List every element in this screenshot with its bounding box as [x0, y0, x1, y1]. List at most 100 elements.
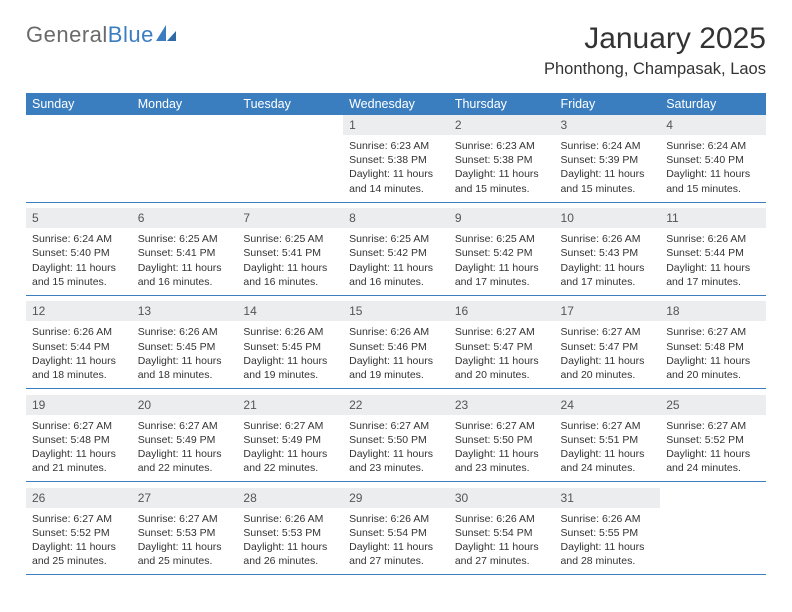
sunrise-line: Sunrise: 6:27 AM: [666, 325, 760, 339]
calendar-cell: 16Sunrise: 6:27 AMSunset: 5:47 PMDayligh…: [449, 301, 555, 388]
sunset-line: Sunset: 5:48 PM: [666, 340, 760, 354]
day-number: 4: [660, 115, 766, 135]
sunrise-line: Sunrise: 6:27 AM: [561, 419, 655, 433]
daylight-line: Daylight: 11 hours and 22 minutes.: [243, 447, 337, 475]
sunrise-line: Sunrise: 6:27 AM: [32, 419, 126, 433]
day-body: Sunrise: 6:26 AMSunset: 5:43 PMDaylight:…: [555, 230, 661, 289]
brand-logo: GeneralBlue: [26, 22, 178, 48]
day-number: 27: [132, 488, 238, 508]
sunrise-line: Sunrise: 6:27 AM: [138, 419, 232, 433]
day-body: Sunrise: 6:26 AMSunset: 5:54 PMDaylight:…: [343, 510, 449, 569]
calendar-cell: 28Sunrise: 6:26 AMSunset: 5:53 PMDayligh…: [237, 488, 343, 575]
calendar-head: SundayMondayTuesdayWednesdayThursdayFrid…: [26, 93, 766, 115]
daylight-line: Daylight: 11 hours and 17 minutes.: [561, 261, 655, 289]
day-number: 18: [660, 301, 766, 321]
sunrise-line: Sunrise: 6:26 AM: [561, 512, 655, 526]
calendar-cell: 22Sunrise: 6:27 AMSunset: 5:50 PMDayligh…: [343, 395, 449, 482]
calendar-week: 19Sunrise: 6:27 AMSunset: 5:48 PMDayligh…: [26, 395, 766, 482]
day-body: Sunrise: 6:26 AMSunset: 5:45 PMDaylight:…: [132, 323, 238, 382]
daylight-line: Daylight: 11 hours and 19 minutes.: [349, 354, 443, 382]
day-number: 6: [132, 208, 238, 228]
sunset-line: Sunset: 5:51 PM: [561, 433, 655, 447]
sunset-line: Sunset: 5:42 PM: [349, 246, 443, 260]
day-body: Sunrise: 6:26 AMSunset: 5:55 PMDaylight:…: [555, 510, 661, 569]
daylight-line: Daylight: 11 hours and 15 minutes.: [561, 167, 655, 195]
sunset-line: Sunset: 5:50 PM: [455, 433, 549, 447]
day-body: Sunrise: 6:27 AMSunset: 5:47 PMDaylight:…: [555, 323, 661, 382]
sunrise-line: Sunrise: 6:27 AM: [32, 512, 126, 526]
brand-part1: General: [26, 22, 108, 47]
calendar-cell: [26, 115, 132, 202]
calendar-cell: 25Sunrise: 6:27 AMSunset: 5:52 PMDayligh…: [660, 395, 766, 482]
sunrise-line: Sunrise: 6:26 AM: [349, 325, 443, 339]
sunset-line: Sunset: 5:53 PM: [138, 526, 232, 540]
sunrise-line: Sunrise: 6:26 AM: [32, 325, 126, 339]
sunrise-line: Sunrise: 6:25 AM: [349, 232, 443, 246]
sunrise-line: Sunrise: 6:27 AM: [561, 325, 655, 339]
calendar-cell: 31Sunrise: 6:26 AMSunset: 5:55 PMDayligh…: [555, 488, 661, 575]
day-number: 8: [343, 208, 449, 228]
day-header: Wednesday: [343, 93, 449, 115]
daylight-line: Daylight: 11 hours and 27 minutes.: [349, 540, 443, 568]
day-body: Sunrise: 6:26 AMSunset: 5:44 PMDaylight:…: [660, 230, 766, 289]
calendar-cell: 8Sunrise: 6:25 AMSunset: 5:42 PMDaylight…: [343, 208, 449, 295]
daylight-line: Daylight: 11 hours and 25 minutes.: [138, 540, 232, 568]
calendar-cell: 26Sunrise: 6:27 AMSunset: 5:52 PMDayligh…: [26, 488, 132, 575]
sail-icon: [154, 23, 178, 48]
sunrise-line: Sunrise: 6:26 AM: [561, 232, 655, 246]
daylight-line: Daylight: 11 hours and 22 minutes.: [138, 447, 232, 475]
day-body: Sunrise: 6:27 AMSunset: 5:52 PMDaylight:…: [26, 510, 132, 569]
calendar-cell: 14Sunrise: 6:26 AMSunset: 5:45 PMDayligh…: [237, 301, 343, 388]
day-body: Sunrise: 6:27 AMSunset: 5:51 PMDaylight:…: [555, 417, 661, 476]
calendar-cell: 4Sunrise: 6:24 AMSunset: 5:40 PMDaylight…: [660, 115, 766, 202]
calendar-week: 1Sunrise: 6:23 AMSunset: 5:38 PMDaylight…: [26, 115, 766, 202]
calendar-cell: 2Sunrise: 6:23 AMSunset: 5:38 PMDaylight…: [449, 115, 555, 202]
brand-part2: Blue: [108, 22, 154, 47]
day-body: Sunrise: 6:27 AMSunset: 5:47 PMDaylight:…: [449, 323, 555, 382]
calendar-cell: 18Sunrise: 6:27 AMSunset: 5:48 PMDayligh…: [660, 301, 766, 388]
calendar-week: 12Sunrise: 6:26 AMSunset: 5:44 PMDayligh…: [26, 301, 766, 388]
day-number: 23: [449, 395, 555, 415]
sunset-line: Sunset: 5:50 PM: [349, 433, 443, 447]
sunrise-line: Sunrise: 6:27 AM: [455, 325, 549, 339]
day-number: 12: [26, 301, 132, 321]
daylight-line: Daylight: 11 hours and 27 minutes.: [455, 540, 549, 568]
daylight-line: Daylight: 11 hours and 24 minutes.: [561, 447, 655, 475]
sunset-line: Sunset: 5:52 PM: [32, 526, 126, 540]
calendar-cell: 6Sunrise: 6:25 AMSunset: 5:41 PMDaylight…: [132, 208, 238, 295]
day-number: 22: [343, 395, 449, 415]
day-number: 7: [237, 208, 343, 228]
day-body: Sunrise: 6:25 AMSunset: 5:42 PMDaylight:…: [343, 230, 449, 289]
daylight-line: Daylight: 11 hours and 24 minutes.: [666, 447, 760, 475]
day-body: Sunrise: 6:27 AMSunset: 5:50 PMDaylight:…: [343, 417, 449, 476]
sunrise-line: Sunrise: 6:27 AM: [349, 419, 443, 433]
calendar-cell: [237, 115, 343, 202]
calendar-body: 1Sunrise: 6:23 AMSunset: 5:38 PMDaylight…: [26, 115, 766, 575]
day-body: Sunrise: 6:27 AMSunset: 5:49 PMDaylight:…: [237, 417, 343, 476]
calendar-cell: 24Sunrise: 6:27 AMSunset: 5:51 PMDayligh…: [555, 395, 661, 482]
day-number: 31: [555, 488, 661, 508]
day-body: Sunrise: 6:27 AMSunset: 5:50 PMDaylight:…: [449, 417, 555, 476]
sunset-line: Sunset: 5:49 PM: [243, 433, 337, 447]
day-body: Sunrise: 6:27 AMSunset: 5:53 PMDaylight:…: [132, 510, 238, 569]
sunset-line: Sunset: 5:44 PM: [32, 340, 126, 354]
day-number: 11: [660, 208, 766, 228]
day-number: 1: [343, 115, 449, 135]
day-body: Sunrise: 6:26 AMSunset: 5:45 PMDaylight:…: [237, 323, 343, 382]
day-number: 10: [555, 208, 661, 228]
calendar-cell: 30Sunrise: 6:26 AMSunset: 5:54 PMDayligh…: [449, 488, 555, 575]
day-body: Sunrise: 6:24 AMSunset: 5:39 PMDaylight:…: [555, 137, 661, 196]
calendar-cell: 27Sunrise: 6:27 AMSunset: 5:53 PMDayligh…: [132, 488, 238, 575]
daylight-line: Daylight: 11 hours and 18 minutes.: [138, 354, 232, 382]
daylight-line: Daylight: 11 hours and 21 minutes.: [32, 447, 126, 475]
sunrise-line: Sunrise: 6:27 AM: [666, 419, 760, 433]
day-number: 21: [237, 395, 343, 415]
day-body: Sunrise: 6:26 AMSunset: 5:53 PMDaylight:…: [237, 510, 343, 569]
calendar-cell: 17Sunrise: 6:27 AMSunset: 5:47 PMDayligh…: [555, 301, 661, 388]
daylight-line: Daylight: 11 hours and 17 minutes.: [666, 261, 760, 289]
calendar-cell: 12Sunrise: 6:26 AMSunset: 5:44 PMDayligh…: [26, 301, 132, 388]
daylight-line: Daylight: 11 hours and 16 minutes.: [138, 261, 232, 289]
day-number: 17: [555, 301, 661, 321]
sunset-line: Sunset: 5:44 PM: [666, 246, 760, 260]
brand-name: GeneralBlue: [26, 22, 154, 48]
